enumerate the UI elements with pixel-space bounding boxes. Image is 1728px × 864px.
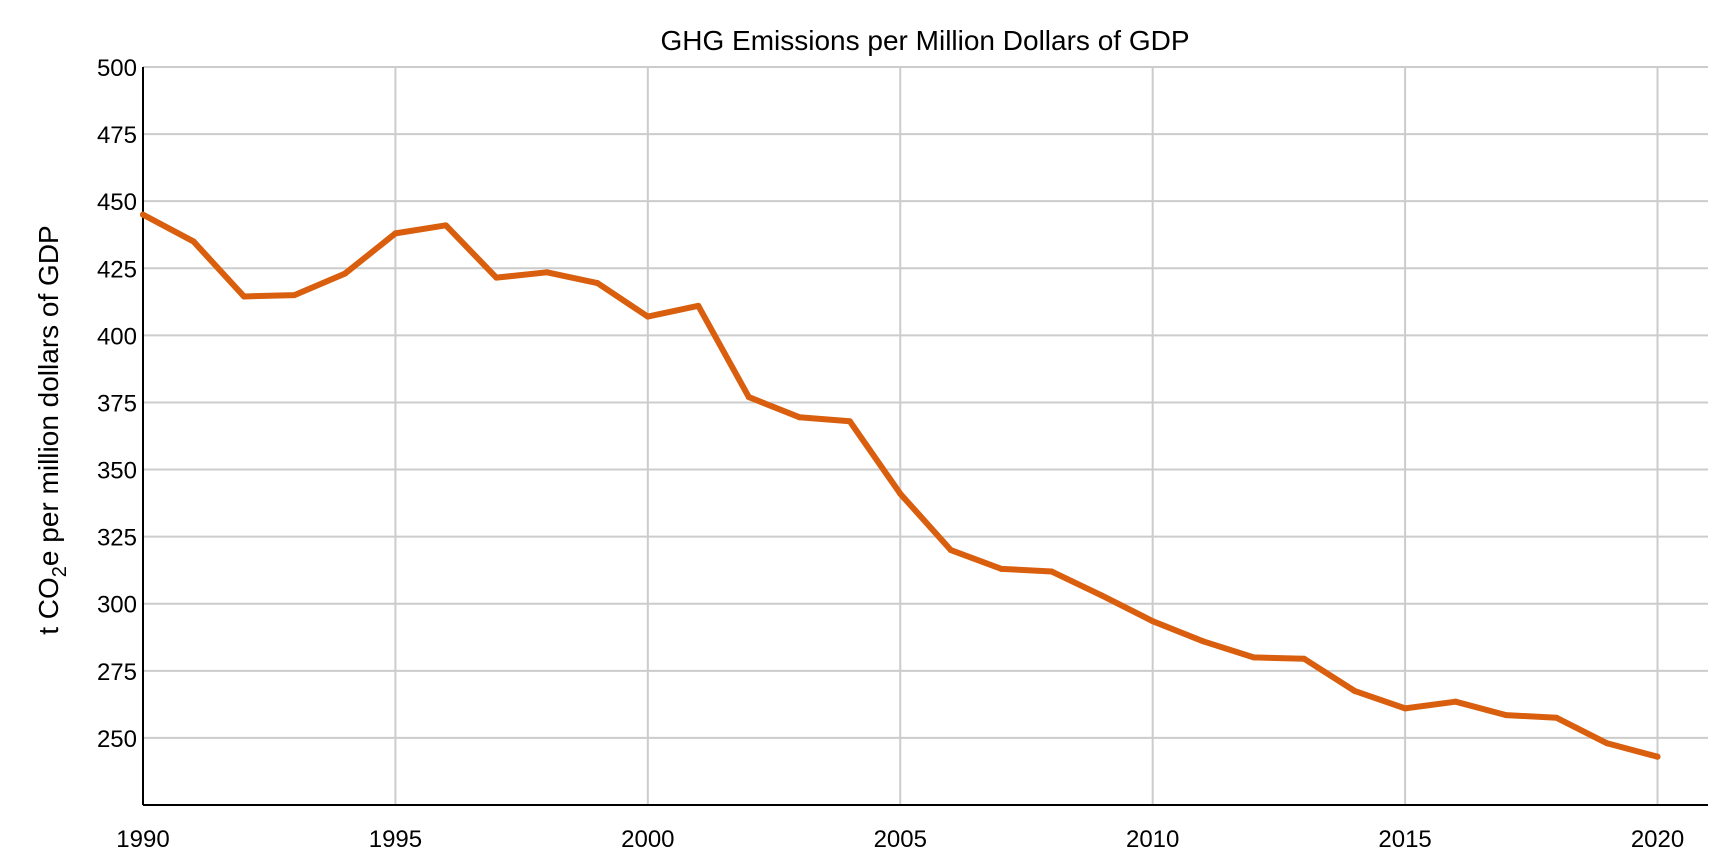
data-point-2013 — [1301, 655, 1308, 662]
data-point-2007 — [998, 565, 1005, 572]
x-tick-label-1990: 1990 — [116, 826, 169, 853]
data-point-2020 — [1654, 753, 1661, 760]
data-point-2018 — [1553, 714, 1560, 721]
y-tick-label-325: 325 — [97, 525, 137, 552]
data-point-2004 — [846, 418, 853, 425]
y-tick-label-500: 500 — [97, 55, 137, 82]
data-point-2011 — [1200, 638, 1207, 645]
y-tick-label-425: 425 — [97, 256, 137, 283]
data-point-1995 — [392, 230, 399, 237]
y-tick-label-400: 400 — [97, 323, 137, 350]
chart-title: GHG Emissions per Million Dollars of GDP — [660, 25, 1189, 56]
data-point-2006 — [947, 547, 954, 554]
tick-layer: 250 275 300 325 350 375 400 425 450 475 500 1990 199… — [97, 55, 1684, 853]
data-point-1991 — [190, 238, 197, 245]
data-point-2001 — [695, 302, 702, 309]
y-axis-label-subscript: 2 — [49, 566, 71, 577]
y-tick-label-475: 475 — [97, 122, 137, 149]
data-point-2009 — [1099, 592, 1106, 599]
axis-layer — [142, 67, 1708, 806]
y-axis-label-prefix: t CO — [33, 577, 64, 635]
data-point-2017 — [1503, 712, 1510, 719]
data-point-1992 — [240, 293, 247, 300]
x-tick-label-2000: 2000 — [621, 826, 674, 853]
data-point-2010 — [1149, 618, 1156, 625]
data-point-2000 — [644, 313, 651, 320]
data-point-1994 — [341, 270, 348, 277]
y-axis-label: t CO2e per million dollars of GDP — [33, 225, 71, 635]
data-point-1996 — [442, 222, 449, 229]
data-point-2016 — [1452, 698, 1459, 705]
y-tick-label-275: 275 — [97, 659, 137, 686]
data-point-1990 — [140, 211, 146, 218]
data-point-2019 — [1604, 740, 1611, 747]
y-tick-label-375: 375 — [97, 390, 137, 417]
y-tick-label-450: 450 — [97, 189, 137, 216]
data-point-2015 — [1402, 705, 1409, 712]
data-point-2012 — [1250, 654, 1257, 661]
y-tick-label-300: 300 — [97, 592, 137, 619]
data-point-1993 — [291, 292, 298, 299]
data-point-2005 — [897, 490, 904, 497]
y-axis-label-suffix: e per million dollars of GDP — [33, 225, 64, 566]
data-point-1999 — [594, 280, 601, 287]
y-tick-label-250: 250 — [97, 726, 137, 753]
y-tick-label-350: 350 — [97, 458, 137, 485]
x-tick-label-2020: 2020 — [1631, 826, 1684, 853]
x-tick-label-2010: 2010 — [1126, 826, 1179, 853]
x-tick-label-2015: 2015 — [1378, 826, 1431, 853]
grid-layer — [142, 66, 1708, 805]
data-point-2014 — [1351, 687, 1358, 694]
data-point-2002 — [745, 394, 752, 401]
x-tick-label-2005: 2005 — [874, 826, 927, 853]
data-point-2003 — [796, 414, 803, 421]
series-layer — [140, 211, 1661, 760]
x-tick-label-1995: 1995 — [369, 826, 422, 853]
data-point-2008 — [1048, 568, 1055, 575]
data-point-1997 — [493, 274, 500, 281]
data-point-1998 — [543, 269, 550, 276]
